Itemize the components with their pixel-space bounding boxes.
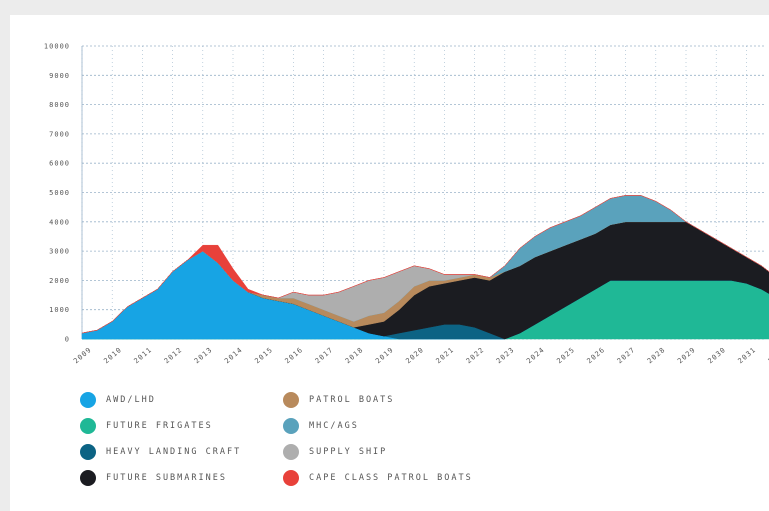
y-tick-label: 0 [65,336,70,344]
x-tick-label: 2023 [495,346,516,366]
y-tick-label: 9000 [49,72,70,80]
x-tick-label: 2019 [374,346,395,366]
y-tick-label: 8000 [49,101,70,109]
legend-swatch [283,470,299,486]
x-tick-label: 2014 [223,346,244,366]
x-tick-label: 2022 [465,346,486,366]
y-tick-label: 3000 [49,248,70,256]
y-tick-label: 5000 [49,189,70,197]
legend-label: AWD/LHD [106,395,156,405]
x-tick-label: 2012 [163,346,184,366]
legend-label: PATROL BOATS [309,395,395,405]
y-tick-label: 10000 [44,43,70,51]
x-tick-label: 2017 [314,346,335,366]
x-tick-label: 2024 [525,346,546,366]
x-tick-label: 2021 [435,346,456,366]
y-tick-label: 7000 [49,130,70,138]
x-tick-label: 2029 [676,346,697,366]
x-tick-label: 2018 [344,346,365,366]
x-tick-label: 2011 [133,346,154,366]
legend-swatch [283,392,299,408]
x-tick-label: 2028 [646,346,667,366]
legend-swatch [80,392,96,408]
y-tick-label: 2000 [49,277,70,285]
legend-swatch [283,444,299,460]
legend-label: SUPPLY SHIP [309,447,388,457]
legend-item-future-submarines: FUTURE SUBMARINES [80,470,227,486]
x-tick-label: 2016 [284,346,305,366]
x-tick-label: 2026 [586,346,607,366]
x-axis-ticks: 2009 2010 2011 2012 2013 2014 2015 2016 2017 2018… [72,346,769,366]
legend-swatch [80,418,96,434]
x-tick-label: 2030 [706,346,727,366]
legend-item-awd-lhd: AWD/LHD [80,392,156,408]
y-tick-label: 1000 [49,306,70,314]
y-tick-label: 6000 [49,160,70,168]
legend-item-future-frigates: FUTURE FRIGATES [80,418,213,434]
x-tick-label: 2020 [404,346,425,366]
y-tick-label: 4000 [49,218,70,226]
legend-label: MHC/AGS [309,421,359,431]
legend-label: FUTURE SUBMARINES [106,473,227,483]
legend-item-patrol-boats: PATROL BOATS [283,392,394,408]
chart-legend: AWD/LHD FUTURE FRIGATES HEAVY LANDING CR… [80,392,560,492]
x-tick-label: 2027 [616,346,637,366]
area-cape-class-patrol-boats [81,195,769,334]
legend-item-mhc-ags: MHC/AGS [283,418,359,434]
x-tick-label: 2010 [102,346,123,366]
legend-item-supply-ship: SUPPLY SHIP [283,444,387,460]
x-tick-label: 2013 [193,346,214,366]
legend-swatch [283,418,299,434]
legend-label: HEAVY LANDING CRAFT [106,447,242,457]
area-series [81,195,769,340]
x-tick-label: 2015 [253,346,274,366]
legend-swatch [80,470,96,486]
legend-item-cape-class-patrol-boats: CAPE CLASS PATROL BOATS [283,470,473,486]
legend-swatch [80,444,96,460]
x-tick-label: 2025 [555,346,576,366]
stacked-area-chart: 1000090008000700060005000400030002000100… [44,43,769,366]
legend-label: FUTURE FRIGATES [106,421,213,431]
y-axis-ticks: 1000090008000700060005000400030002000100… [44,43,70,344]
x-tick-label: 2031 [737,346,758,366]
x-tick-label: 2009 [72,346,93,366]
legend-item-heavy-landing-craft: HEAVY LANDING CRAFT [80,444,241,460]
legend-label: CAPE CLASS PATROL BOATS [309,473,473,483]
